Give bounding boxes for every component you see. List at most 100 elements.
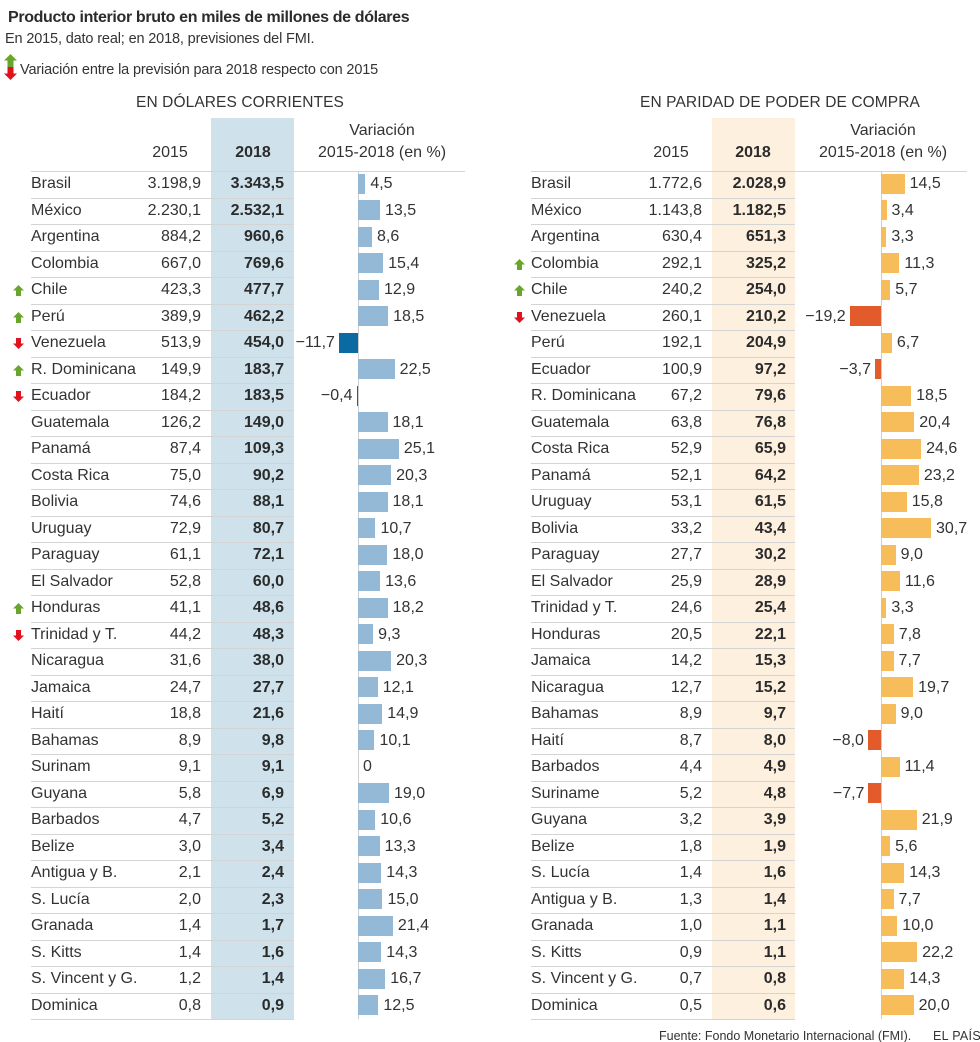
country-name: Bahamas [31, 731, 99, 749]
row-divider [31, 648, 294, 649]
value-2015: 3.198,9 [147, 175, 201, 192]
country-name: Uruguay [531, 493, 592, 510]
value-2015: 1,3 [679, 890, 702, 908]
variation-label: 5,7 [895, 281, 918, 298]
value-2018: 15,2 [754, 678, 786, 696]
value-2015: 52,8 [169, 572, 201, 590]
value-2015: 25,9 [670, 572, 702, 590]
variation-label: 0 [363, 758, 372, 775]
variation-label: 3,3 [891, 599, 914, 616]
row-divider [531, 860, 795, 861]
row-divider [31, 939, 294, 941]
value-2018: 3,4 [261, 837, 284, 855]
variation-label: 14,3 [386, 943, 418, 961]
value-2018: 2,3 [261, 890, 284, 908]
value-2015: 72,9 [169, 519, 201, 537]
variation-bar [881, 703, 896, 724]
value-2015: 8,9 [679, 705, 702, 722]
row-divider [31, 595, 294, 596]
row-divider [31, 542, 294, 543]
row-divider [531, 303, 795, 305]
country-name: S. Kitts [531, 943, 582, 961]
row-divider [531, 356, 795, 358]
country-name: Jamaica [31, 678, 91, 696]
variation-bar [867, 730, 881, 750]
value-2015: 0,5 [679, 996, 702, 1014]
variation-label: 19,7 [918, 678, 950, 696]
value-2015: 61,1 [169, 546, 201, 563]
row-divider [531, 939, 795, 941]
value-2018: 149,0 [243, 413, 284, 431]
variation-bar [358, 836, 380, 856]
value-2015: 5,2 [679, 784, 702, 802]
value-2018: 0,8 [763, 970, 786, 987]
country-name: Guyana [531, 811, 588, 828]
variation-label: 18,1 [392, 413, 424, 431]
value-2015: 67,2 [670, 387, 702, 404]
variation-bar [881, 995, 914, 1015]
value-2018: 960,6 [243, 228, 284, 245]
variation-bar [358, 862, 382, 883]
variation-bar [358, 995, 379, 1015]
value-2018: 2,4 [261, 864, 284, 881]
variation-label: −19,2 [805, 307, 846, 325]
variation-label: 7,8 [898, 625, 921, 643]
value-2018: 183,5 [243, 387, 284, 404]
value-2015: 87,4 [169, 440, 201, 457]
variation-label: −7,7 [832, 784, 865, 802]
value-2018: 4,9 [763, 758, 786, 775]
row-divider [31, 197, 294, 199]
variation-bar [358, 359, 395, 379]
value-2015: 126,2 [160, 413, 201, 431]
row-divider [31, 754, 294, 755]
country-name: Bahamas [531, 705, 599, 722]
variation-bar [358, 703, 383, 724]
variation-label: 3,3 [891, 228, 914, 245]
variation-bar [358, 942, 382, 962]
country-name: Suriname [531, 784, 600, 802]
row-divider [31, 330, 294, 331]
row-divider [531, 409, 795, 411]
row-divider [531, 754, 795, 755]
variation-bar [358, 518, 376, 538]
variation-bar [881, 200, 887, 220]
country-name: Costa Rica [531, 440, 610, 457]
variation-label: 21,9 [921, 811, 953, 828]
value-2015: 12,7 [670, 678, 702, 696]
value-2018: 9,8 [261, 731, 284, 749]
row-divider [531, 595, 795, 596]
value-2018: 0,9 [261, 996, 284, 1014]
variation-label: 6,7 [896, 334, 920, 351]
variation-bar [868, 783, 881, 803]
row-divider [531, 701, 795, 702]
value-2015: 2,1 [178, 864, 201, 881]
variation-label: 15,0 [387, 890, 419, 908]
variation-bar [881, 173, 905, 194]
value-2018: 1,7 [261, 917, 284, 934]
variation-bar [881, 915, 898, 936]
country-name: Nicaragua [31, 652, 104, 669]
arrow-down-icon [4, 67, 17, 80]
row-divider [531, 250, 795, 252]
variation-label: 18,5 [393, 307, 425, 325]
variation-bar [881, 491, 907, 512]
variation-bar [881, 968, 905, 989]
value-2015: 292,1 [661, 254, 702, 272]
variation-bar [881, 677, 914, 697]
variation-bar [358, 968, 386, 989]
variation-label: −8,0 [832, 731, 864, 749]
row-divider [531, 568, 795, 570]
variation-label: 13,6 [385, 572, 417, 590]
country-name: Chile [531, 281, 568, 298]
country-name: Trinidad y T. [531, 599, 618, 616]
trend-up-icon [13, 603, 24, 614]
variation-bar [881, 809, 917, 830]
variation-label: 7,7 [898, 890, 921, 908]
value-2015: 423,3 [160, 281, 201, 298]
row-divider [531, 992, 795, 994]
country-name: Costa Rica [31, 466, 110, 484]
country-name: Antigua y B. [31, 864, 118, 881]
variation-label: 14,3 [909, 970, 941, 987]
row-divider [31, 860, 294, 861]
value-2018: 64,2 [754, 466, 786, 484]
